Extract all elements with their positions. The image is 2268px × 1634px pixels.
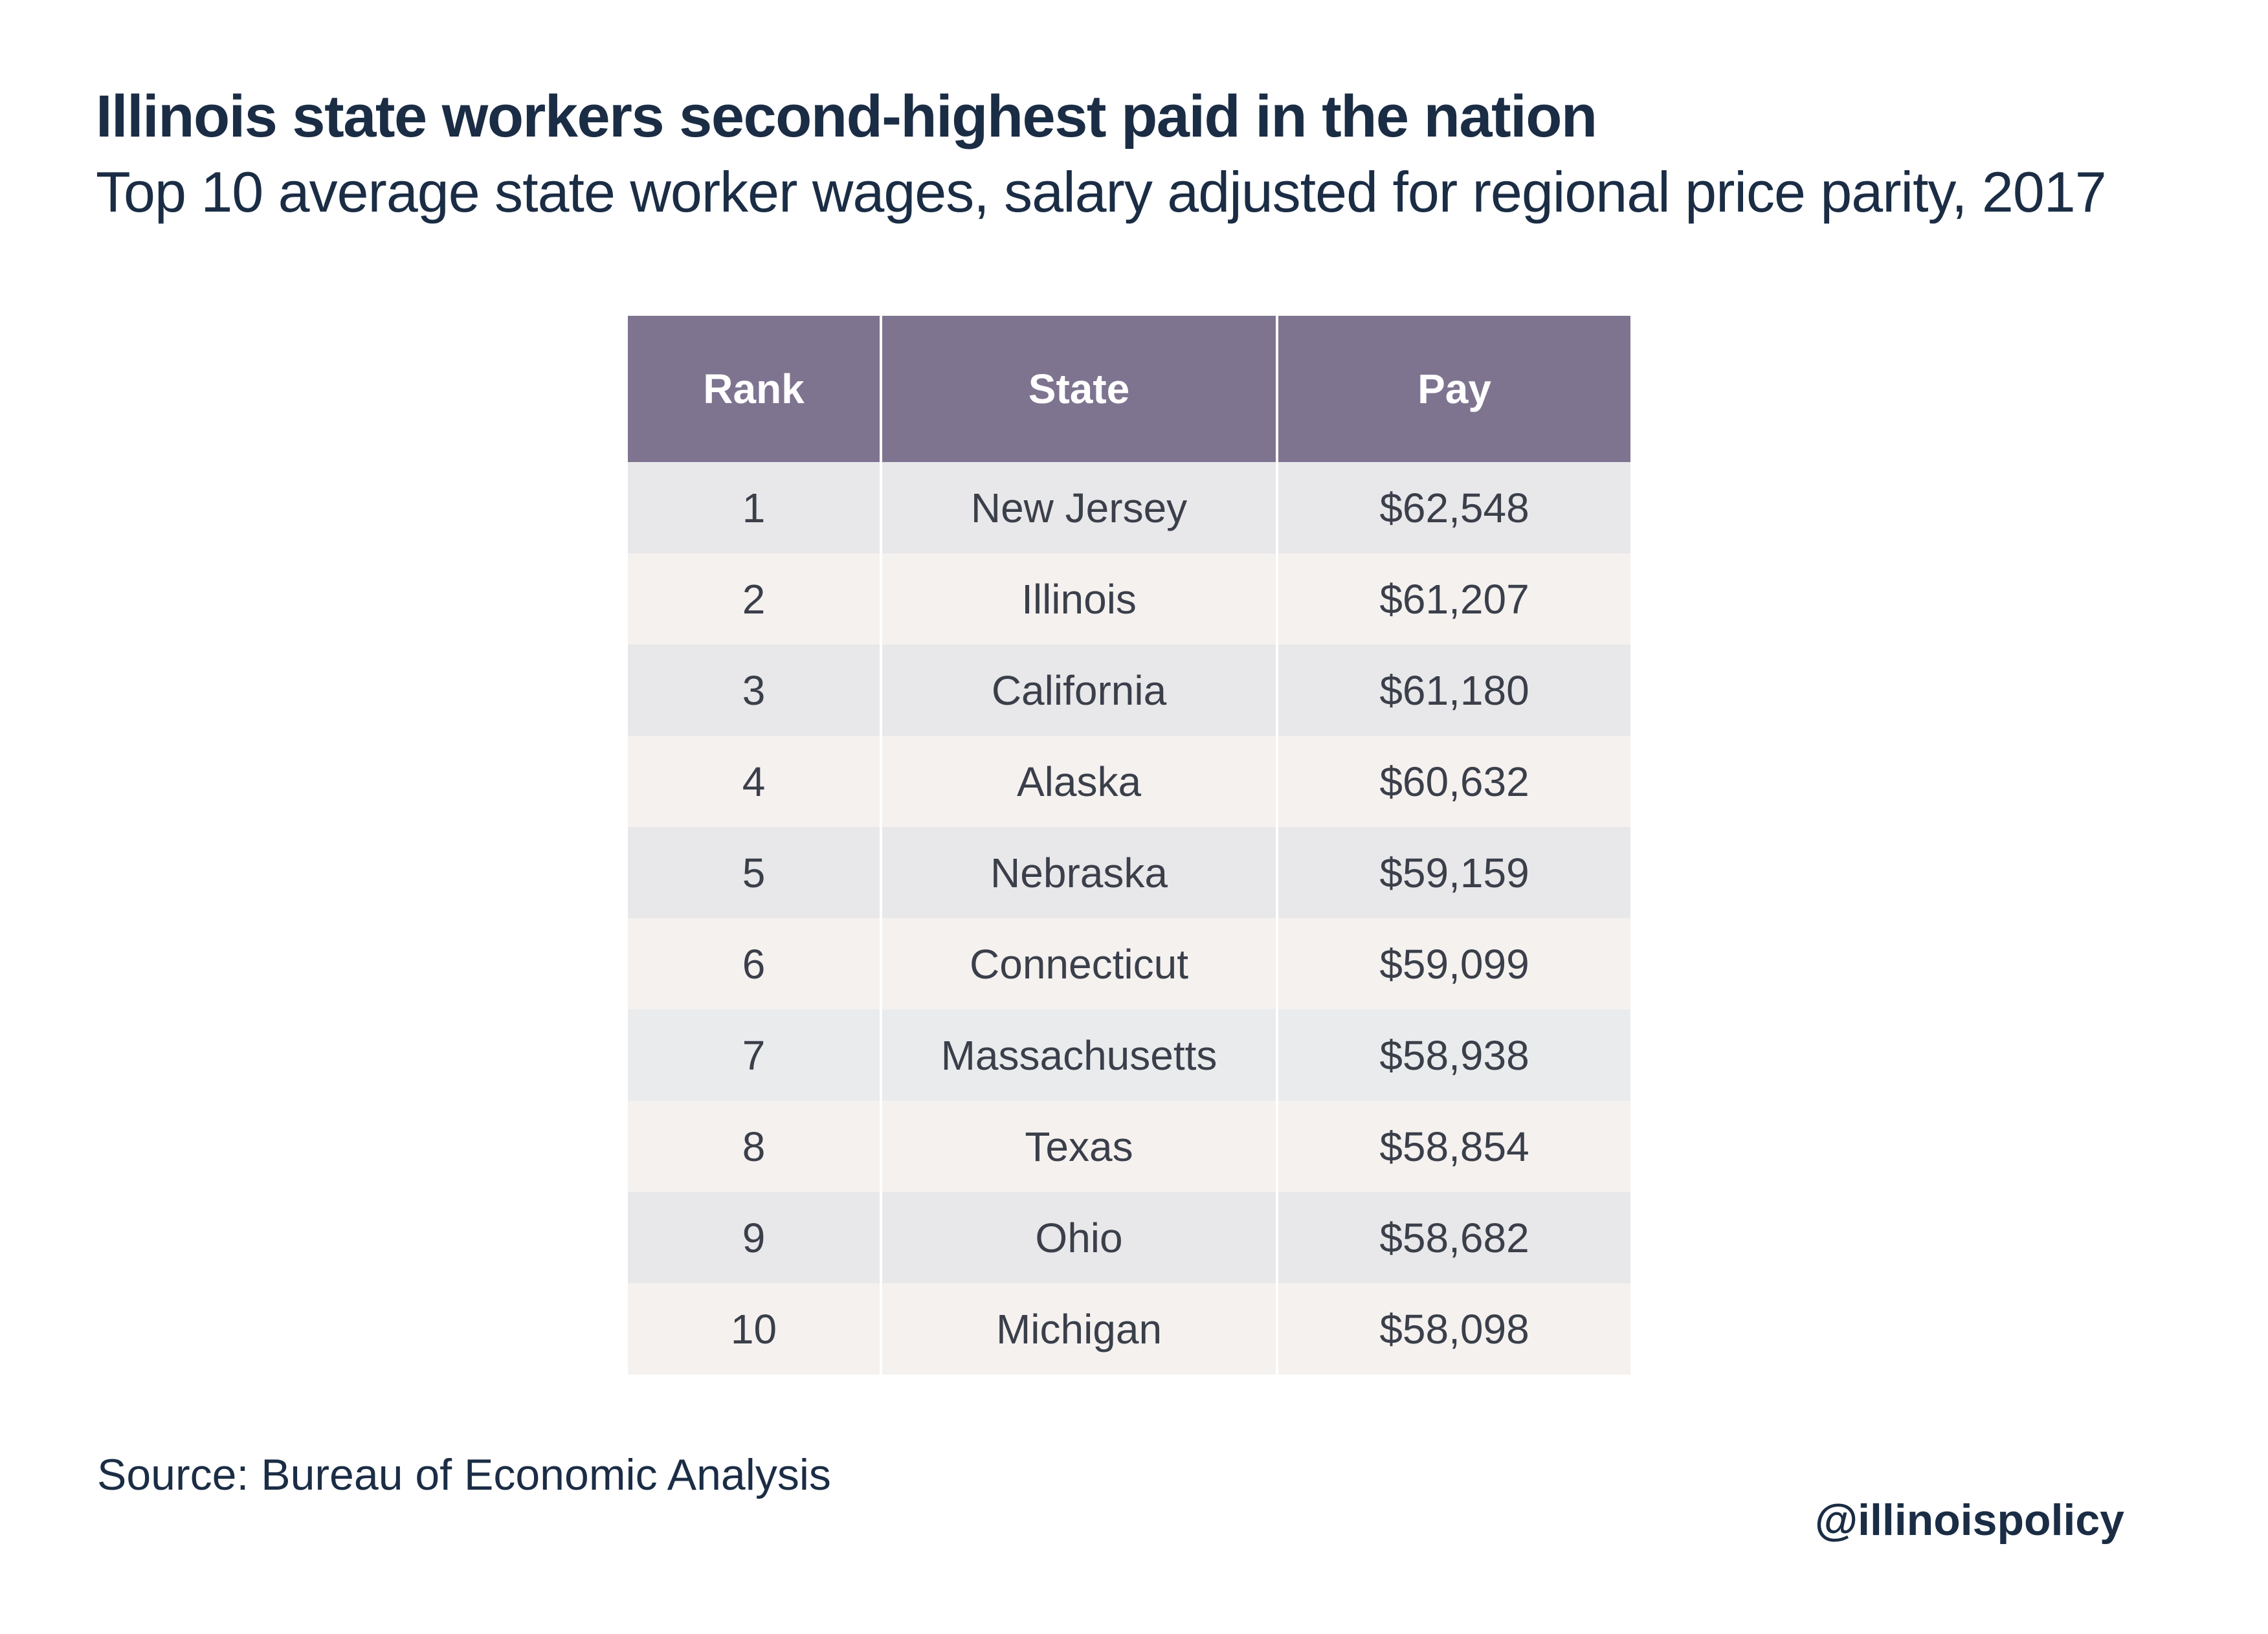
data-table-container: Rank State Pay 1 New Jersey $62,548 2 Illinois… <box>628 316 1630 1375</box>
source-note: Source: Bureau of Economic Analysis <box>97 1450 831 1499</box>
column-header-rank: Rank <box>628 316 882 462</box>
table-row: 8 Texas $58,854 <box>628 1101 1630 1192</box>
pay-cell: $60,632 <box>1277 736 1630 827</box>
rank-cell: 1 <box>628 462 882 553</box>
state-cell: Michigan <box>881 1283 1278 1375</box>
pay-cell: $58,854 <box>1277 1101 1630 1192</box>
rank-cell: 8 <box>628 1101 882 1192</box>
state-cell: New Jersey <box>881 462 1278 553</box>
table-row: 7 Massachusetts $58,938 <box>628 1010 1630 1101</box>
state-cell: Illinois <box>881 553 1278 645</box>
table-row: 4 Alaska $60,632 <box>628 736 1630 827</box>
rank-cell: 6 <box>628 918 882 1010</box>
column-header-state: State <box>881 316 1278 462</box>
state-cell: Ohio <box>881 1192 1278 1283</box>
state-cell: Alaska <box>881 736 1278 827</box>
state-cell: Massachusetts <box>881 1010 1278 1101</box>
state-cell: Texas <box>881 1101 1278 1192</box>
table-row: 5 Nebraska $59,159 <box>628 827 1630 918</box>
table-row: 10 Michigan $58,098 <box>628 1283 1630 1375</box>
wages-table: Rank State Pay 1 New Jersey $62,548 2 Illinois… <box>628 316 1630 1375</box>
table-row: 3 California $61,180 <box>628 645 1630 736</box>
rank-cell: 7 <box>628 1010 882 1101</box>
pay-cell: $61,180 <box>1277 645 1630 736</box>
state-cell: California <box>881 645 1278 736</box>
chart-subtitle: Top 10 average state worker wages, salar… <box>96 160 2107 224</box>
table-header: Rank State Pay <box>628 316 1630 462</box>
pay-cell: $62,548 <box>1277 462 1630 553</box>
pay-cell: $58,098 <box>1277 1283 1630 1375</box>
rank-cell: 4 <box>628 736 882 827</box>
pay-cell: $58,938 <box>1277 1010 1630 1101</box>
chart-title: Illinois state workers second-highest pa… <box>96 83 1597 149</box>
pay-cell: $59,159 <box>1277 827 1630 918</box>
state-cell: Nebraska <box>881 827 1278 918</box>
table-row: 6 Connecticut $59,099 <box>628 918 1630 1010</box>
table-row: 9 Ohio $58,682 <box>628 1192 1630 1283</box>
pay-cell: $59,099 <box>1277 918 1630 1010</box>
rank-cell: 3 <box>628 645 882 736</box>
table-body: 1 New Jersey $62,548 2 Illinois $61,207 3 Calif… <box>628 462 1630 1375</box>
pay-cell: $61,207 <box>1277 553 1630 645</box>
column-header-pay: Pay <box>1277 316 1630 462</box>
rank-cell: 10 <box>628 1283 882 1375</box>
rank-cell: 5 <box>628 827 882 918</box>
rank-cell: 2 <box>628 553 882 645</box>
table-row: 1 New Jersey $62,548 <box>628 462 1630 553</box>
header-row: Rank State Pay <box>628 316 1630 462</box>
rank-cell: 9 <box>628 1192 882 1283</box>
state-cell: Connecticut <box>881 918 1278 1010</box>
pay-cell: $58,682 <box>1277 1192 1630 1283</box>
table-row: 2 Illinois $61,207 <box>628 553 1630 645</box>
brand-handle: @illinoispolicy <box>1814 1496 2124 1545</box>
